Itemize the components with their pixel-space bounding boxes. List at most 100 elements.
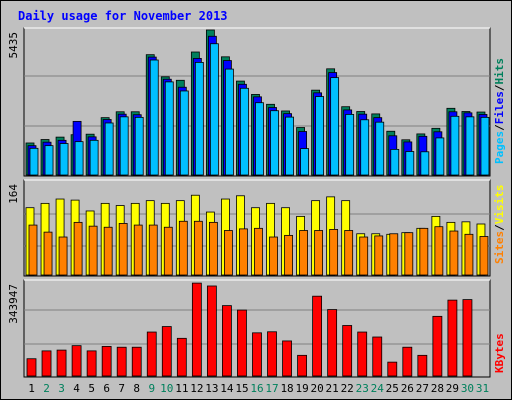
bar-sites-day-9 bbox=[148, 224, 158, 276]
panel-kbytes: 343947 KBytes bbox=[7, 279, 506, 378]
bar-pages-day-3 bbox=[59, 143, 69, 176]
bar-sites-day-13 bbox=[208, 221, 218, 276]
x-tick-label: 28 bbox=[431, 382, 444, 395]
bar-kbytes-day-6 bbox=[101, 346, 112, 377]
legend-separator: / bbox=[493, 84, 506, 91]
legend-sites: Sites bbox=[493, 231, 506, 264]
bar-sites-day-22 bbox=[344, 230, 354, 276]
bar-pages-day-14 bbox=[225, 68, 234, 176]
bar-pages-day-30 bbox=[465, 116, 475, 176]
bar-sites-day-2 bbox=[43, 231, 53, 276]
legend-visits: Visits bbox=[493, 185, 506, 225]
x-tick-label: 4 bbox=[73, 382, 80, 395]
x-tick-label: 24 bbox=[371, 382, 385, 395]
bar-sites-day-24 bbox=[374, 235, 384, 276]
bar-sites-day-31 bbox=[479, 236, 489, 276]
bar-sites-day-27 bbox=[419, 227, 429, 276]
bar-pages-day-8 bbox=[134, 116, 144, 176]
bar-kbytes-day-12 bbox=[191, 282, 202, 377]
panel-legend: Sites/Visits bbox=[493, 185, 506, 265]
bar-pages-day-11 bbox=[179, 90, 189, 176]
bar-kbytes-day-15 bbox=[237, 309, 247, 377]
x-tick-label: 11 bbox=[175, 382, 188, 395]
bar-pages-day-1 bbox=[29, 147, 39, 176]
bar-kbytes-day-2 bbox=[41, 350, 52, 377]
bar-pages-day-15 bbox=[240, 87, 249, 176]
bar-pages-day-13 bbox=[209, 43, 219, 176]
bar-kbytes-day-9 bbox=[146, 331, 157, 377]
bar-kbytes-day-24 bbox=[372, 336, 383, 377]
x-tick-label: 14 bbox=[220, 382, 234, 395]
x-tick-label: 20 bbox=[311, 382, 324, 395]
x-tick-label: 19 bbox=[295, 382, 308, 395]
bar-kbytes-day-7 bbox=[116, 346, 127, 377]
x-tick-label: 8 bbox=[133, 382, 140, 395]
x-tick-label: 12 bbox=[190, 382, 203, 395]
bar-kbytes-day-22 bbox=[342, 325, 353, 377]
x-tick-label: 31 bbox=[476, 382, 489, 395]
bar-kbytes-day-14 bbox=[222, 305, 232, 377]
x-tick-label: 13 bbox=[205, 382, 218, 395]
bar-sites-day-10 bbox=[163, 226, 173, 276]
bar-sites-day-23 bbox=[359, 236, 369, 276]
bar-pages-day-18 bbox=[285, 116, 294, 176]
x-tick-label: 5 bbox=[88, 382, 95, 395]
bar-sites-day-11 bbox=[178, 220, 188, 276]
panel-max-label: 343947 bbox=[7, 284, 20, 324]
bar-sites-day-3 bbox=[58, 236, 68, 276]
bar-sites-day-28 bbox=[434, 226, 444, 276]
bar-pages-day-24 bbox=[375, 121, 385, 176]
bar-pages-day-27 bbox=[420, 151, 430, 176]
bar-pages-day-5 bbox=[89, 139, 99, 176]
bar-pages-day-20 bbox=[315, 96, 325, 176]
legend-separator: / bbox=[493, 224, 506, 231]
bar-pages-day-2 bbox=[44, 145, 54, 176]
x-tick-label: 30 bbox=[461, 382, 474, 395]
bar-sites-day-19 bbox=[299, 230, 308, 276]
bar-pages-day-21 bbox=[330, 77, 340, 176]
bar-kbytes-day-19 bbox=[297, 354, 307, 377]
bar-kbytes-day-10 bbox=[161, 326, 172, 377]
x-tick-label: 23 bbox=[356, 382, 369, 395]
legend-pages: Pages bbox=[493, 131, 506, 164]
bar-pages-day-10 bbox=[164, 81, 174, 176]
x-tick-label: 15 bbox=[235, 382, 248, 395]
bar-kbytes-day-29 bbox=[447, 299, 458, 377]
x-tick-label: 26 bbox=[401, 382, 414, 395]
bar-kbytes-day-27 bbox=[417, 354, 428, 377]
bar-kbytes-day-5 bbox=[86, 350, 97, 377]
panel-max-label: 164 bbox=[7, 184, 20, 204]
x-tick-label: 10 bbox=[160, 382, 173, 395]
bar-sites-day-7 bbox=[118, 223, 128, 276]
x-tick-label: 2 bbox=[43, 382, 50, 395]
x-tick-label: 27 bbox=[416, 382, 429, 395]
bar-sites-day-8 bbox=[133, 224, 143, 276]
bar-sites-day-6 bbox=[103, 226, 113, 276]
bar-pages-day-12 bbox=[194, 62, 204, 176]
bar-pages-day-17 bbox=[270, 110, 279, 176]
bar-kbytes-day-13 bbox=[206, 285, 217, 377]
panel-legend: Pages/Files/Hits bbox=[493, 58, 506, 164]
bar-sites-day-20 bbox=[314, 230, 324, 276]
panel-max-label: 5435 bbox=[7, 32, 20, 59]
x-tick-label: 1 bbox=[28, 382, 35, 395]
bar-sites-day-26 bbox=[404, 232, 414, 276]
x-tick-label: 25 bbox=[386, 382, 399, 395]
bar-kbytes-day-28 bbox=[432, 315, 443, 377]
legend-files: Files bbox=[493, 91, 506, 124]
x-tick-label: 7 bbox=[118, 382, 125, 395]
bar-pages-day-23 bbox=[360, 119, 370, 176]
x-tick-label: 21 bbox=[326, 382, 339, 395]
panel-legend: KBytes bbox=[493, 333, 506, 373]
bar-kbytes-day-30 bbox=[462, 299, 473, 377]
x-tick-label: 9 bbox=[148, 382, 155, 395]
bar-sites-day-25 bbox=[389, 233, 399, 276]
x-tick-label: 29 bbox=[446, 382, 459, 395]
bar-pages-day-28 bbox=[435, 137, 445, 176]
bar-kbytes-day-3 bbox=[56, 349, 67, 377]
bar-sites-day-5 bbox=[88, 225, 98, 276]
bar-kbytes-day-21 bbox=[327, 309, 338, 377]
bar-sites-day-12 bbox=[193, 220, 203, 276]
x-tick-label: 18 bbox=[280, 382, 293, 395]
